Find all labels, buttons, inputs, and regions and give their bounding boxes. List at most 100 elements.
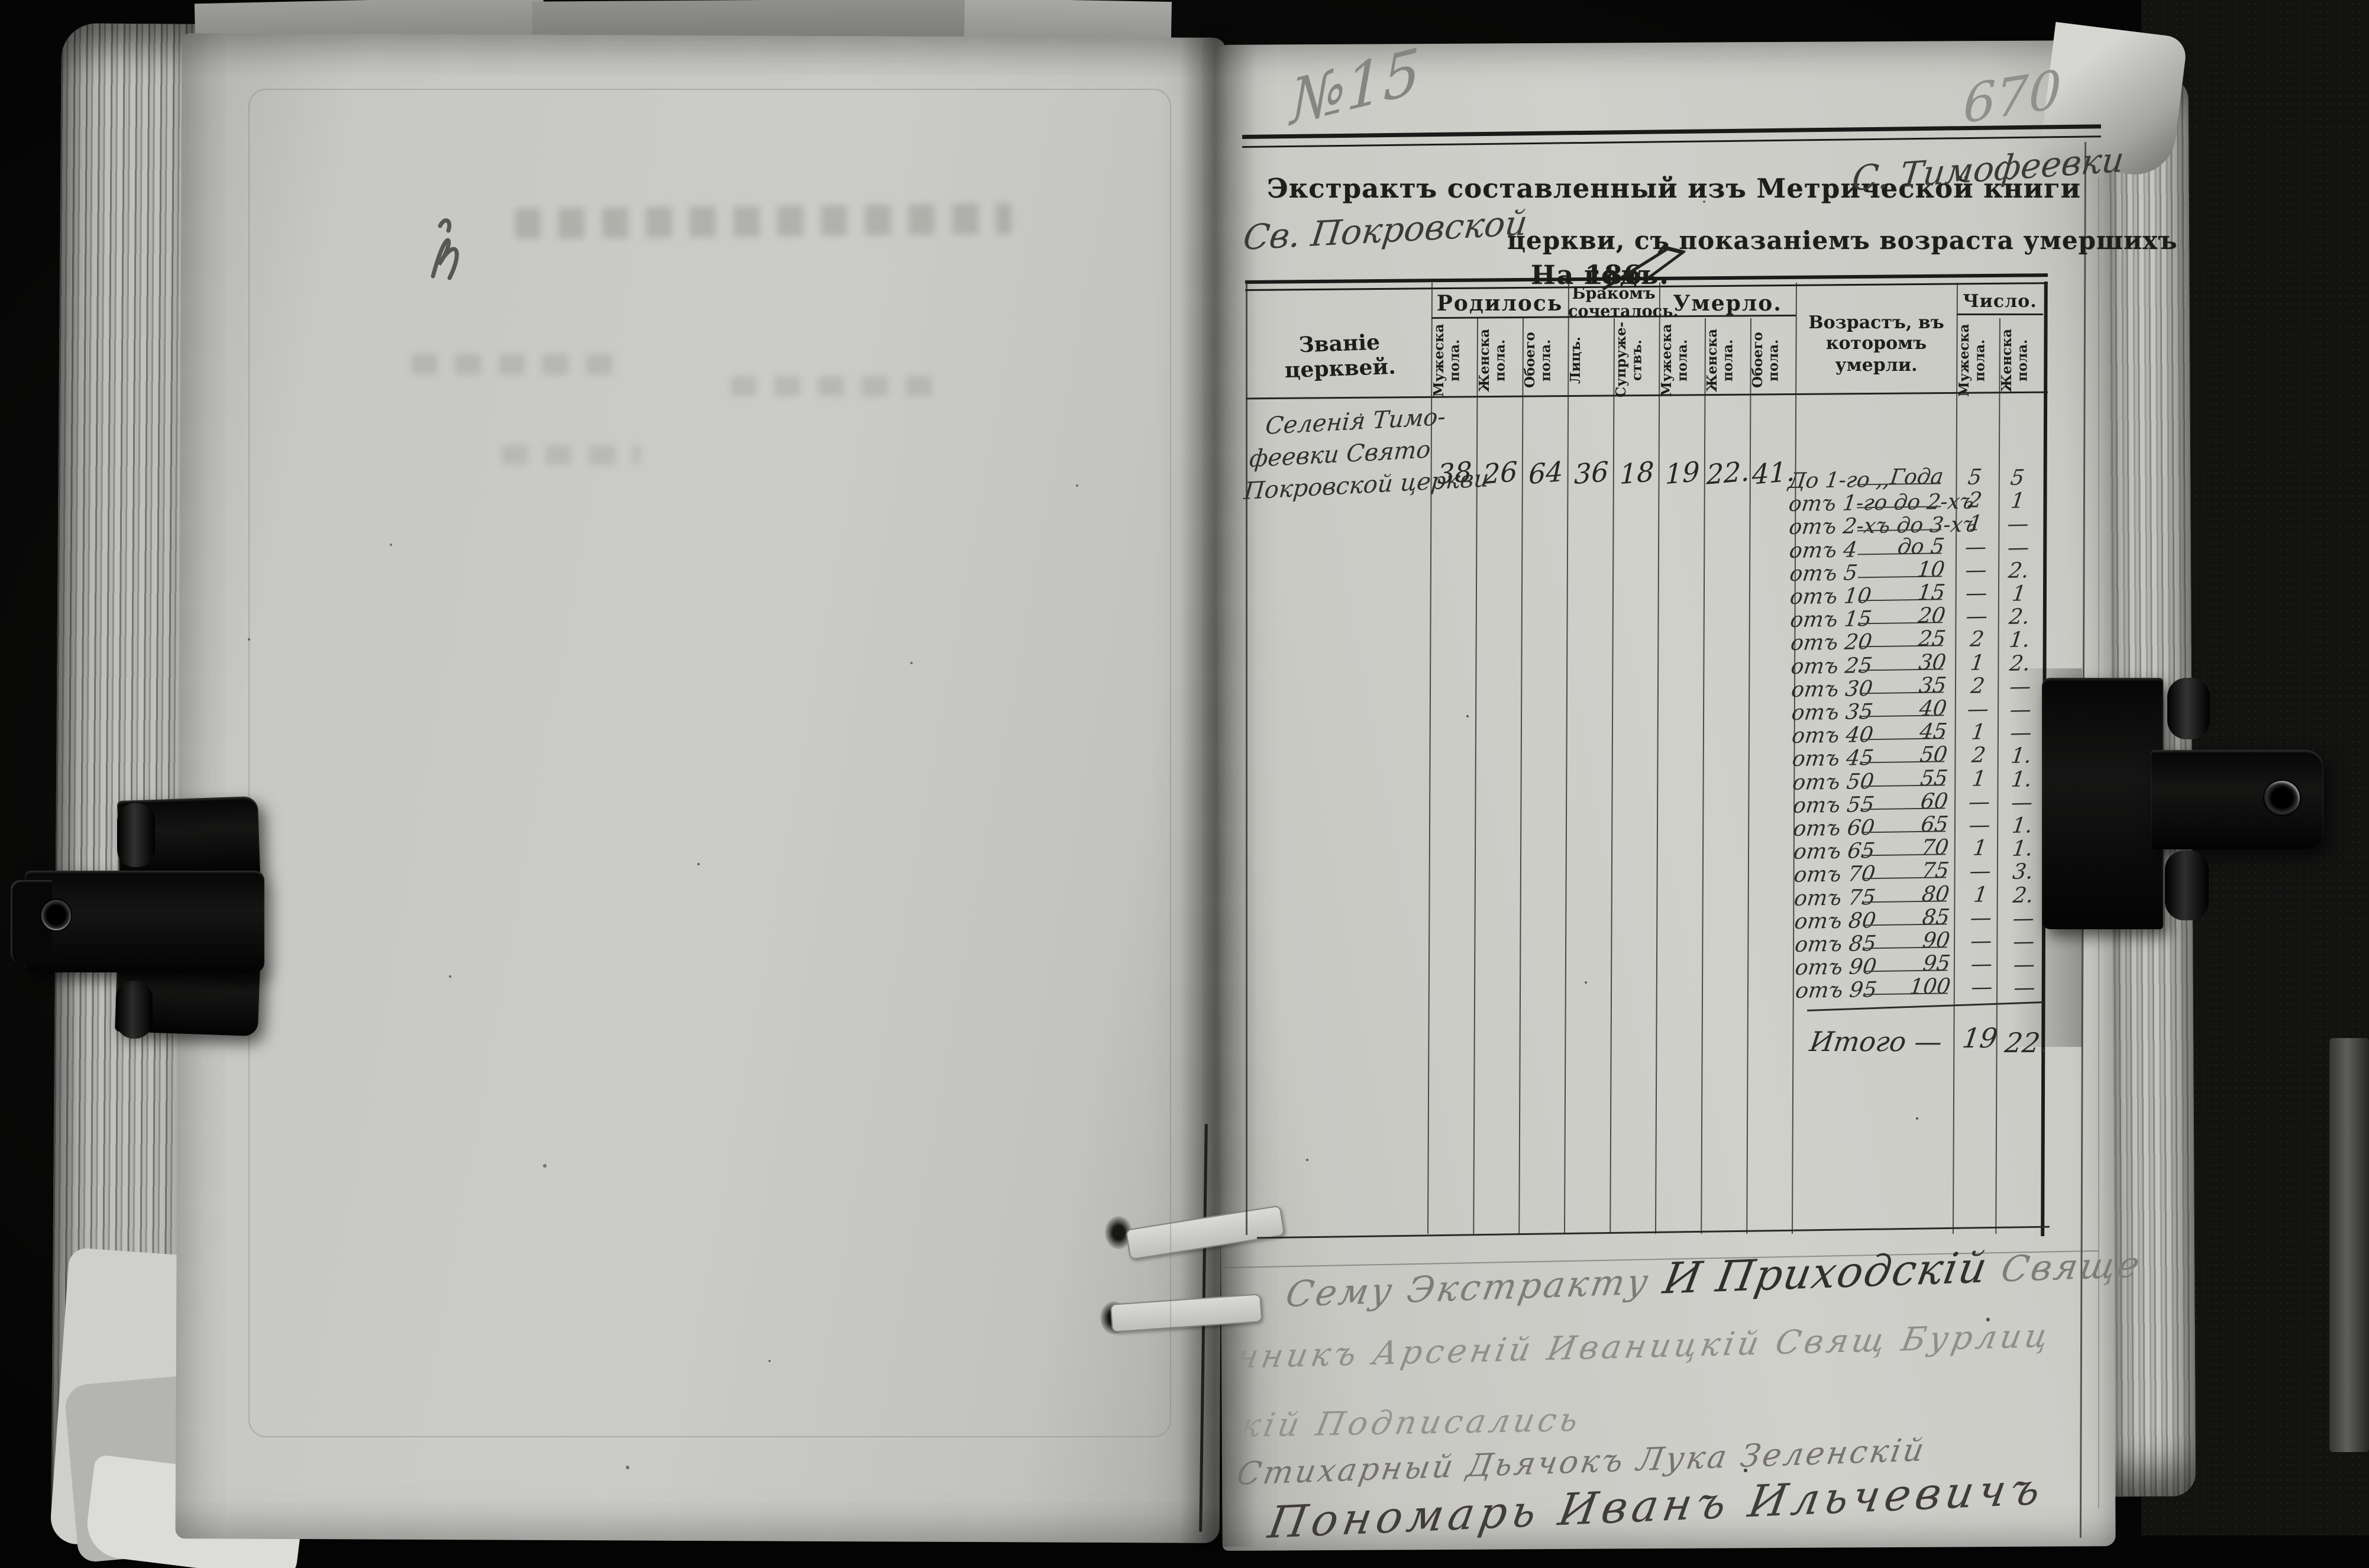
age-range-end: 85: [1921, 905, 1951, 930]
age-range-end: 55: [1919, 765, 1950, 791]
count-male: 5: [1966, 465, 1983, 490]
bleedthrough-text-ghost: [502, 445, 641, 465]
age-range-end: 15: [1916, 580, 1947, 606]
count-male: 2: [1969, 674, 1986, 699]
count-male: —: [1963, 534, 1988, 560]
right-clamp-bar: [2042, 678, 2163, 929]
count-male: —: [1969, 975, 1995, 1000]
left-clamp-pin: [117, 803, 155, 867]
age-range-end: 100: [1908, 974, 1953, 1000]
age-range-end: 70: [1919, 835, 1950, 861]
table-group-underline: [1957, 313, 2043, 315]
left-clamp-pin: [116, 981, 153, 1039]
count-male: —: [1969, 929, 1994, 953]
age-range-end: 40: [1918, 696, 1948, 722]
group-header-died: Умерло.: [1673, 291, 1782, 316]
age-range-end: 95: [1921, 951, 1952, 977]
subcolumn-header-both: Обоего пола.: [1522, 332, 1554, 389]
count-male: —: [1969, 906, 1993, 930]
age-range-end: 45: [1918, 719, 1949, 745]
count-male: —: [1969, 952, 1994, 977]
value-married-persons: 36: [1573, 455, 1609, 491]
value-born-male: 38: [1437, 455, 1472, 491]
right-clamp-pin: [2167, 678, 2210, 739]
right-clamp-pin: [2165, 851, 2209, 920]
subcolumn-header-persons: Лицъ.: [1568, 336, 1583, 384]
count-male: 2: [1970, 743, 1987, 768]
column-header-church: Званіе церквей.: [1284, 329, 1397, 383]
group-header-born: Родилось: [1436, 291, 1563, 316]
bleedthrough-text-ghost: [731, 376, 938, 396]
count-male: —: [1967, 813, 1992, 838]
count-male: 1: [1972, 836, 1989, 861]
leather-strap: [2329, 1038, 2369, 1452]
age-range-end: до 5: [1896, 534, 1946, 560]
count-female: 2.: [2008, 604, 2031, 630]
left-clamp-hole: [41, 900, 71, 930]
signature-text: Свяще: [1998, 1244, 2145, 1291]
value-born-both: 64: [1528, 455, 1563, 491]
age-range-start: отъ 5: [1788, 561, 1859, 586]
value-died-female: 22.: [1706, 455, 1750, 491]
form-title-printed: Экстрактъ составленный изъ Метрической к…: [1267, 173, 2082, 204]
dash-leader: [1857, 498, 1943, 509]
table-left-border: [1246, 283, 1247, 1235]
count-female: 1.: [2008, 628, 2032, 653]
age-range-end: 20: [1916, 603, 1947, 629]
subcolumn-header-both: Обоего пола.: [1750, 332, 1782, 389]
church-entry: Селенія Тимо- феевки Свято Покровской це…: [1240, 400, 1490, 507]
age-range-end: 90: [1921, 928, 1952, 953]
column-header-age: умерли.: [1835, 355, 1918, 376]
age-range-end: 10: [1916, 557, 1947, 582]
count-male: 2: [1969, 627, 1986, 652]
subcolumn-header-female: Женска пола.: [1999, 328, 2031, 392]
age-range-start: отъ 4: [1788, 537, 1859, 563]
bleedthrough-text-ghost: [411, 354, 618, 375]
count-male: —: [1964, 581, 1989, 606]
value-married-marriages: 18: [1619, 455, 1654, 491]
count-male: 1: [1970, 720, 1987, 745]
count-female: 1: [2009, 489, 2027, 514]
count-female: 2.: [2006, 558, 2031, 583]
subcolumn-header-female: Женска пола.: [1476, 328, 1508, 392]
count-female: —: [2006, 512, 2031, 537]
ink-blot: [431, 218, 459, 280]
age-range-end: 35: [1918, 673, 1948, 698]
column-header-age: Возрастъ, въ которомъ: [1808, 312, 1944, 354]
embossed-crease-frame: [248, 89, 1171, 1437]
count-male: 1: [1970, 766, 1987, 791]
total-male: 19: [1960, 1022, 2000, 1054]
age-range-end: 75: [1920, 858, 1951, 884]
bleedthrough-text-ghost: [514, 203, 1012, 240]
age-range-end: 60: [1919, 789, 1950, 814]
age-range-end: 80: [1920, 881, 1951, 907]
subcolumn-header-male: Мужеска пола.: [1659, 324, 1691, 397]
total-label: Итого —: [1808, 1026, 1944, 1058]
count-male: 1: [1972, 882, 1989, 907]
count-male: —: [1968, 859, 1993, 884]
age-range-end: Года: [1889, 464, 1945, 490]
age-range-end: 65: [1919, 812, 1950, 837]
count-male: 2: [1967, 488, 1984, 513]
count-male: —: [1964, 604, 1989, 629]
group-header-count: Число.: [1963, 291, 2037, 312]
book-gutter-shadow: [1180, 24, 1257, 1547]
value-born-female: 26: [1482, 455, 1518, 491]
age-range-end: 30: [1917, 649, 1948, 675]
count-male: —: [1967, 790, 1992, 814]
form-title-printed: церкви, съ показаніемъ возраста умершихъ: [1507, 226, 2178, 255]
subcolumn-header-male: Мужеска пола.: [1431, 324, 1463, 397]
count-male: 1: [1969, 650, 1986, 675]
group-header-married: Бракомъ сочеталось.: [1568, 284, 1679, 321]
count-female: 1: [2011, 581, 2028, 606]
dust-specks: [0, 0, 1, 1]
subcolumn-header-male: Мужеска пола.: [1956, 324, 1988, 397]
count-male: 1: [1967, 511, 1984, 536]
count-male: —: [1964, 558, 1989, 583]
dash-leader: [1857, 521, 1943, 532]
count-female: —: [2006, 535, 2031, 560]
subcolumn-header-female: Женска пола.: [1704, 328, 1736, 392]
signature-line: кій Подписались: [1237, 1400, 1585, 1444]
right-clamp-hole: [2264, 781, 2300, 815]
